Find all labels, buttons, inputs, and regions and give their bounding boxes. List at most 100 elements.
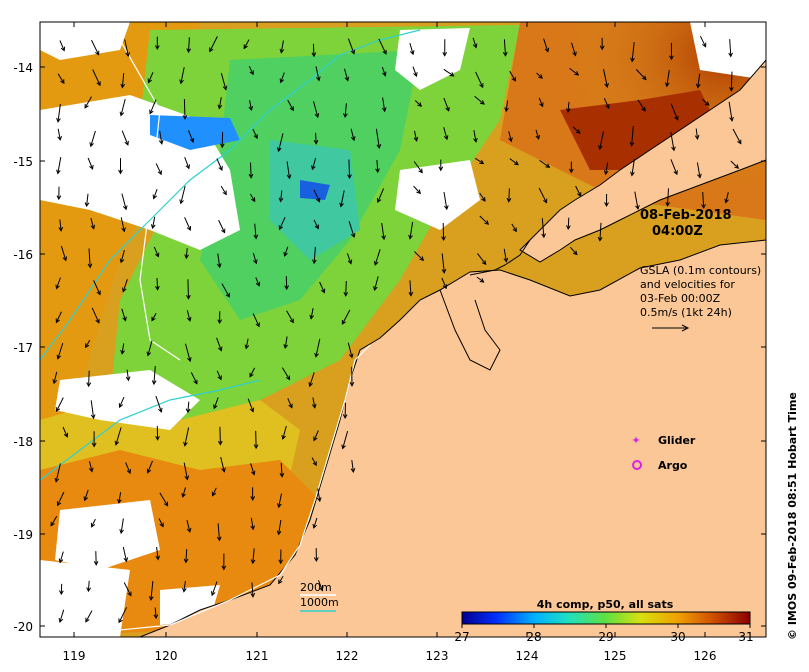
velocity-arrow [85, 610, 93, 623]
velocity-arrowhead [117, 498, 122, 504]
velocity-arrow [377, 188, 385, 203]
velocity-arrow [121, 308, 126, 321]
velocity-arrow [90, 400, 95, 419]
velocity-arrowhead [694, 134, 700, 140]
velocity-arrowhead [479, 83, 484, 89]
velocity-arrow [286, 161, 290, 179]
velocity-arrow [474, 157, 484, 164]
velocity-arrowhead [341, 320, 346, 325]
velocity-arrow [152, 216, 156, 229]
velocity-arrowhead [312, 259, 317, 265]
velocity-arrowhead [150, 224, 156, 230]
velocity-arrowhead [671, 146, 676, 152]
velocity-arrowhead [122, 205, 128, 211]
velocity-arrow [185, 549, 188, 563]
gsla-note: GSLA (0.1m contours) and velocities for … [640, 264, 761, 332]
velocity-arrow [156, 277, 159, 290]
velocity-arrow [696, 162, 701, 178]
velocity-arrowhead [408, 234, 413, 240]
velocity-arrow [413, 185, 421, 194]
velocity-arrow [541, 218, 545, 238]
velocity-arrow [56, 397, 64, 412]
velocity-arrow [118, 492, 122, 503]
velocity-arrow [313, 219, 319, 229]
velocity-arrows [50, 35, 742, 624]
velocity-arrow [443, 127, 448, 140]
velocity-arrowhead [217, 346, 223, 352]
velocity-arrowhead [281, 434, 286, 440]
velocity-arrow [216, 337, 222, 351]
velocity-arrowhead [539, 102, 544, 108]
velocity-arrowhead [289, 318, 294, 324]
velocity-arrowhead [54, 477, 60, 483]
velocity-arrow [187, 401, 190, 413]
velocity-arrow [569, 246, 578, 255]
velocity-arrowhead [186, 294, 191, 300]
velocity-arrow [543, 38, 549, 52]
velocity-arrow [569, 67, 579, 76]
velocity-arrowhead [56, 354, 62, 360]
velocity-arrow [55, 463, 61, 482]
velocity-arrow [313, 517, 318, 529]
velocity-arrowhead [255, 281, 261, 287]
velocity-arrowhead [441, 268, 447, 274]
velocity-arrow [62, 426, 68, 438]
velocity-arrow [278, 133, 284, 152]
velocity-arrowhead [577, 192, 582, 198]
velocity-arrowhead [603, 170, 609, 176]
velocity-arrowhead [56, 169, 61, 175]
velocity-arrowhead [413, 72, 418, 78]
velocity-arrowhead [279, 78, 285, 84]
time-label: 04:00Z [652, 224, 703, 239]
velocity-arrowhead [84, 202, 90, 208]
velocity-arrow [699, 35, 707, 47]
velocity-arrow [121, 343, 125, 354]
velocity-arrowhead [276, 530, 282, 536]
colorbar-tick: 31 [738, 630, 753, 644]
velocity-arrow [344, 68, 349, 81]
velocity-arrow [281, 367, 290, 380]
velocity-arrow [342, 430, 349, 449]
australia-landmass [139, 239, 766, 637]
velocity-arrowhead [289, 106, 294, 112]
velocity-arrow [156, 546, 159, 560]
velocity-arrowhead [277, 147, 282, 153]
velocity-arrowhead [479, 159, 485, 165]
velocity-arrow [443, 68, 454, 77]
velocity-arrowhead [122, 287, 127, 293]
velocity-arrowhead [91, 442, 97, 448]
velocity-arrowhead [248, 173, 254, 179]
velocity-arrowhead [278, 579, 283, 585]
lon-axis: 119 120 121 122 123 124 125 126 [63, 649, 717, 663]
velocity-arrowhead [60, 79, 65, 85]
velocity-arrowhead [253, 234, 259, 240]
velocity-arrowhead [575, 129, 581, 134]
velocity-arrowhead [343, 291, 349, 297]
velocity-arrow [505, 100, 509, 112]
velocity-arrowhead [62, 256, 68, 262]
velocity-arrow [347, 38, 355, 54]
velocity-arrowhead [599, 45, 605, 51]
velocity-arrowhead [86, 382, 92, 388]
velocity-arrowhead [417, 102, 423, 107]
velocity-arrow [120, 217, 125, 232]
lat-axis: -14 -15 -16 -17 -18 -19 -20 [13, 61, 33, 634]
velocity-arrow [503, 39, 506, 56]
velocity-arrow [254, 223, 257, 239]
velocity-arrow [508, 188, 510, 202]
velocity-arrow [186, 310, 191, 322]
velocity-arrow [474, 95, 485, 105]
velocity-arrow [348, 159, 351, 179]
velocity-arrow [571, 42, 576, 56]
velocity-arrowhead [118, 169, 123, 175]
velocity-arrow [211, 581, 218, 596]
velocity-arrowhead [56, 195, 62, 201]
velocity-arrow [217, 523, 220, 541]
velocity-arrowhead [278, 559, 284, 565]
velocity-arrowhead [84, 103, 89, 109]
velocity-arrowhead [309, 314, 314, 320]
velocity-arrow [414, 100, 422, 107]
velocity-arrowhead [382, 49, 387, 55]
velocity-arrowhead [312, 523, 317, 529]
velocity-arrow [155, 163, 162, 175]
